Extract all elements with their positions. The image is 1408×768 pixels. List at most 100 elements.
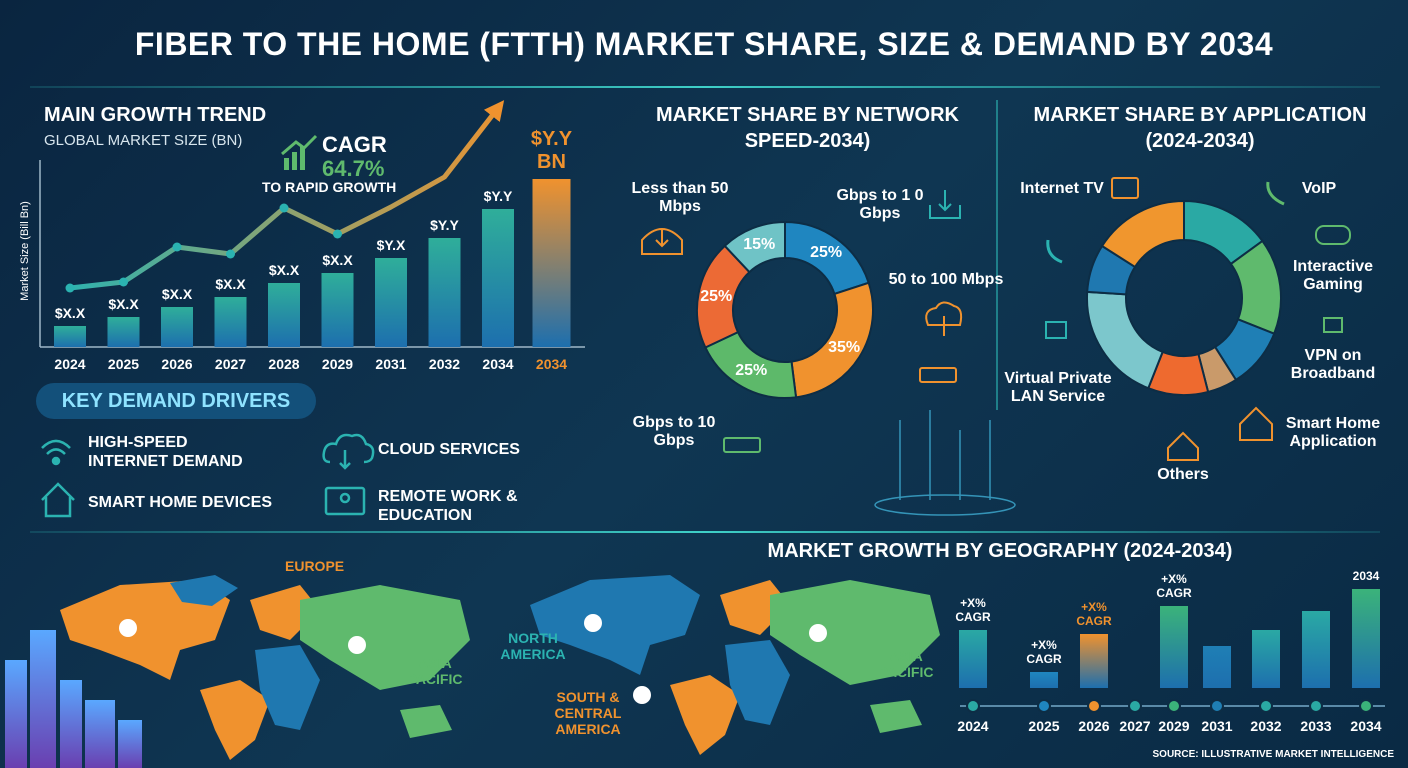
house-icon bbox=[1239, 406, 1273, 441]
building bbox=[5, 660, 27, 768]
right-map bbox=[530, 575, 940, 755]
section-rule bbox=[30, 531, 1380, 533]
lan-icon bbox=[1045, 321, 1067, 339]
timeline-dot bbox=[1128, 699, 1142, 713]
annotation-value: 64.7% bbox=[322, 156, 385, 181]
bar bbox=[1030, 672, 1058, 688]
tv-icon bbox=[1111, 177, 1139, 199]
category-label: Interactive Gaming bbox=[1292, 258, 1374, 294]
category-label: Others bbox=[1157, 466, 1209, 483]
house-icon bbox=[1167, 431, 1199, 461]
data-label: +X% CAGR bbox=[1156, 572, 1192, 601]
map-label: ASIA PACIFIC bbox=[407, 655, 463, 688]
trend-point bbox=[226, 249, 235, 259]
chart-title: MAIN GROWTH TREND bbox=[44, 104, 267, 126]
category-label: Internet TV bbox=[1020, 180, 1104, 197]
category-label: 50 to 100 Mbps bbox=[888, 271, 1004, 288]
icon-bar bbox=[284, 158, 289, 170]
x-tick-label: 2033 bbox=[1300, 718, 1332, 734]
category-label: Gbps to 10 Gbps bbox=[632, 414, 716, 450]
trend-point bbox=[333, 229, 342, 239]
driver-item: CLOUD SERVICES bbox=[378, 441, 520, 458]
category-label: Smart Home Application bbox=[1285, 415, 1381, 451]
map-label: ASIA PACIFIC bbox=[878, 648, 934, 681]
data-label: $Y.Y bbox=[483, 187, 513, 204]
chart-subtitle: GLOBAL MARKET SIZE (BN) bbox=[44, 132, 243, 149]
x-tick-label: 2028 bbox=[268, 356, 300, 372]
bar bbox=[161, 307, 193, 347]
city-skyline bbox=[5, 630, 142, 768]
x-tick-label: 2027 bbox=[1119, 718, 1151, 734]
bar bbox=[375, 258, 407, 347]
trend-point bbox=[119, 277, 128, 287]
bar bbox=[54, 326, 86, 347]
x-tick-label: 2029 bbox=[321, 356, 354, 372]
cagr-icon bbox=[281, 134, 318, 170]
x-tick-label: 2024 bbox=[54, 356, 86, 372]
building bbox=[85, 700, 115, 768]
x-tick-label: 2034 bbox=[1350, 718, 1382, 734]
bar bbox=[214, 297, 247, 347]
timeline-dot bbox=[1087, 699, 1101, 713]
source-note: SOURCE: ILLUSTRATIVE MARKET INTELLIGENCE bbox=[1152, 749, 1394, 760]
map-label: NORTH AMERICA bbox=[500, 630, 566, 663]
data-label: 25% bbox=[735, 362, 768, 380]
icon-bar bbox=[292, 152, 297, 170]
continent bbox=[530, 575, 700, 675]
left-map bbox=[60, 575, 470, 760]
building bbox=[30, 630, 56, 768]
cloud-arrow bbox=[339, 450, 351, 470]
timeline-dot bbox=[966, 699, 980, 713]
donut-segment bbox=[723, 220, 786, 274]
x-tick-label: 2034 bbox=[535, 356, 568, 372]
phone-icon bbox=[1046, 239, 1063, 264]
continent bbox=[400, 705, 452, 738]
cloud-icon bbox=[925, 301, 963, 336]
driver-item: SMART HOME DEVICES bbox=[88, 494, 273, 511]
x-tick-label: 2027 bbox=[214, 356, 247, 372]
wifi-dot bbox=[51, 456, 61, 466]
bar bbox=[107, 317, 140, 347]
bar bbox=[1080, 634, 1108, 688]
timeline-dot bbox=[1309, 699, 1323, 713]
title-rule bbox=[30, 86, 1380, 88]
map-label: SOUTH & CENTRAL AMERICA bbox=[554, 689, 622, 738]
bar bbox=[1352, 589, 1380, 688]
continent bbox=[255, 645, 320, 730]
map-label: EUROPE bbox=[285, 558, 345, 574]
continent bbox=[870, 700, 922, 733]
timeline-dot bbox=[1359, 699, 1373, 713]
data-label: $Y.X bbox=[376, 236, 406, 253]
x-tick-label: 2029 bbox=[1158, 718, 1190, 734]
bar bbox=[1203, 646, 1231, 688]
data-label: $X.X bbox=[108, 295, 139, 312]
category-label: VoIP bbox=[1301, 180, 1337, 197]
data-label: +X% CAGR bbox=[1076, 600, 1112, 629]
map-pin bbox=[348, 636, 366, 654]
x-tick-label: 2024 bbox=[957, 718, 989, 734]
timeline-dot bbox=[1037, 699, 1051, 713]
data-label: 2034 bbox=[1352, 569, 1380, 584]
bar bbox=[1252, 630, 1280, 688]
chart-title: MARKET SHARE BY NETWORK SPEED-2034) bbox=[656, 104, 959, 152]
laptop-icon bbox=[324, 486, 366, 516]
timeline-dot bbox=[1167, 699, 1181, 713]
bar bbox=[268, 283, 300, 347]
map-pin bbox=[584, 614, 602, 632]
timeline-dot bbox=[1210, 699, 1224, 713]
x-tick-label: 2031 bbox=[1201, 718, 1233, 734]
continent bbox=[770, 580, 940, 685]
speed-icons bbox=[641, 190, 963, 453]
map-pin bbox=[809, 624, 827, 642]
app-icons bbox=[1045, 177, 1351, 461]
gamepad-icon bbox=[1315, 225, 1351, 245]
x-tick-label: 2032 bbox=[1250, 718, 1282, 734]
data-label: 15% bbox=[743, 235, 776, 253]
data-label: $Y.Y BN bbox=[530, 128, 573, 173]
chart-title: MARKET GROWTH BY GEOGRAPHY (2024-2034) bbox=[767, 540, 1233, 562]
glow-ring bbox=[874, 494, 1016, 516]
x-tick-label: 2025 bbox=[1028, 718, 1060, 734]
x-tick-label: 2026 bbox=[1078, 718, 1110, 734]
router-icon bbox=[919, 367, 957, 383]
